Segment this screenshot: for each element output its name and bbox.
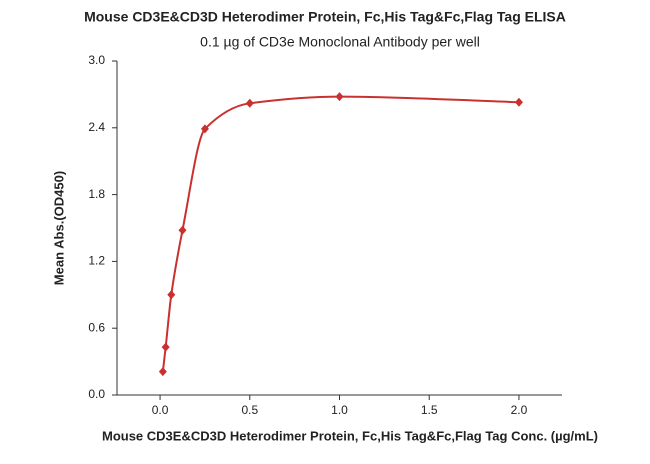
x-tick-label: 1.0 bbox=[331, 403, 348, 417]
y-axis-label: Mean Abs.(OD450) bbox=[51, 171, 66, 285]
y-tick-label: 2.4 bbox=[88, 120, 105, 134]
point bbox=[161, 342, 170, 352]
point bbox=[167, 290, 176, 300]
point bbox=[245, 98, 254, 108]
y-tick-label: 0.0 bbox=[88, 387, 105, 401]
point bbox=[178, 225, 187, 235]
y-tick-label: 1.8 bbox=[88, 187, 105, 201]
point bbox=[514, 97, 523, 107]
x-tick-label: 0.5 bbox=[241, 403, 258, 417]
chart-subtitle: 0.1 µg of CD3e Monoclonal Antibody per w… bbox=[200, 34, 480, 50]
point bbox=[335, 92, 344, 102]
x-tick-label: 1.5 bbox=[421, 403, 438, 417]
chart-title: Mouse CD3E&CD3D Heterodimer Protein, Fc,… bbox=[84, 9, 566, 25]
point bbox=[200, 124, 209, 134]
point bbox=[158, 367, 167, 377]
x-tick-label: 0.0 bbox=[152, 403, 169, 417]
y-tick-label: 3.0 bbox=[88, 53, 105, 67]
x-axis-label: Mouse CD3E&CD3D Heterodimer Protein, Fc,… bbox=[102, 428, 598, 443]
fit-curve bbox=[161, 95, 519, 372]
y-tick-label: 1.2 bbox=[88, 254, 105, 268]
x-tick-label: 2.0 bbox=[511, 403, 528, 417]
y-tick-label: 0.6 bbox=[88, 320, 105, 334]
